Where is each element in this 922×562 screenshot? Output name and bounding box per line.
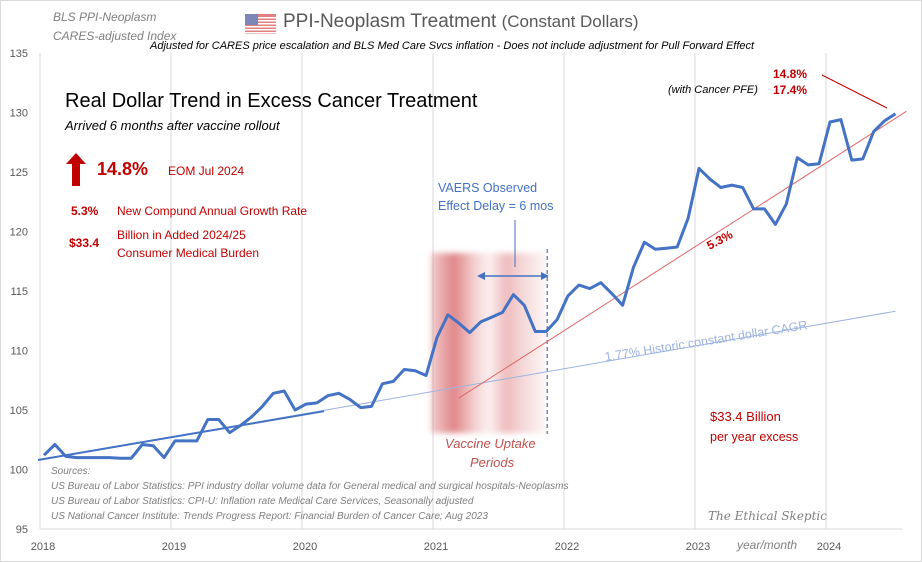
y-units-line2: CARES-adjusted Index: [53, 29, 177, 43]
x-axis-label: year/month: [737, 538, 798, 552]
panel-headline: Real Dollar Trend in Excess Cancer Treat…: [65, 90, 478, 112]
y-tick-label: 120: [10, 227, 28, 239]
y-tick-label: 105: [10, 405, 28, 417]
panel-subhead: Arrived 6 months after vaccine rollout: [65, 118, 280, 133]
annotation-uptake-2: Periods: [470, 455, 515, 470]
y-tick-label: 125: [10, 167, 28, 179]
watermark: The Ethical Skeptic: [708, 509, 827, 523]
series-line: [42, 112, 897, 460]
y-tick-label: 95: [16, 524, 28, 536]
annotation-pct-148: 14.8%: [773, 67, 808, 81]
vaccine-uptake-shade: [431, 253, 548, 433]
panel-burden-value: $33.4: [69, 236, 100, 250]
up-arrow-icon: [66, 153, 86, 186]
panel-burden-label-2: Consumer Medical Burden: [117, 246, 260, 260]
x-tick-label: 2024: [817, 541, 841, 553]
source-item: US Bureau of Labor Statistics: PPI indus…: [51, 481, 569, 492]
sources-title: Sources:: [51, 466, 91, 477]
x-tick-label: 2018: [31, 541, 55, 553]
annotation-pfe-label: (with Cancer PFE): [668, 84, 758, 96]
y-units-line1: BLS PPI-Neoplasm: [53, 10, 157, 24]
annotation-excess-1: $33.4 Billion: [710, 409, 781, 424]
annotation-pct-174: 17.4%: [773, 83, 808, 97]
pfe-pointer-line: [821, 74, 888, 109]
x-tick-label: 2022: [555, 541, 579, 553]
y-tick-label: 135: [10, 48, 28, 60]
panel-cagr-value: 5.3%: [71, 204, 99, 218]
x-tick-label: 2023: [686, 541, 710, 553]
y-tick-label: 115: [10, 286, 28, 298]
y-tick-label: 110: [10, 346, 28, 358]
panel-burden-label-1: Billion in Added 2024/25: [117, 228, 246, 242]
us-flag-icon: [245, 14, 276, 34]
source-item: US Bureau of Labor Statistics: CPI-U: In…: [51, 496, 474, 507]
chart-title-main: PPI-Neoplasm Treatment: [283, 11, 497, 32]
annotation-excess-2: per year excess: [710, 430, 799, 444]
annotation-vaers-1: VAERS Observed: [438, 181, 538, 195]
panel-big-pct: 14.8%: [97, 159, 149, 179]
x-tick-label: 2019: [162, 541, 186, 553]
new-cagr-trendline: [458, 110, 907, 399]
y-tick-label: 130: [10, 108, 28, 120]
panel-cagr-label: New Compund Annual Growth Rate: [117, 204, 308, 218]
x-tick-label: 2020: [293, 541, 317, 553]
chart-title-suffix: (Constant Dollars): [501, 12, 639, 31]
y-tick-label: 100: [10, 465, 28, 477]
panel-big-pct-label: EOM Jul 2024: [168, 164, 245, 178]
arrow-right-icon: [541, 272, 549, 280]
annotation-uptake-1: Vaccine Uptake: [445, 436, 536, 451]
x-tick-label: 2021: [424, 541, 448, 553]
annotation-vaers-2: Effect Delay = 6 mos: [438, 199, 554, 213]
historic-trendline-bold-segment: [37, 410, 325, 461]
arrow-left-icon: [477, 272, 485, 280]
source-item: US National Cancer Institute: Trends Pro…: [51, 511, 488, 522]
chart-subtitle: Adjusted for CARES price escalation and …: [150, 40, 755, 52]
chart-title: PPI-Neoplasm Treatment (Constant Dollars…: [283, 11, 639, 33]
